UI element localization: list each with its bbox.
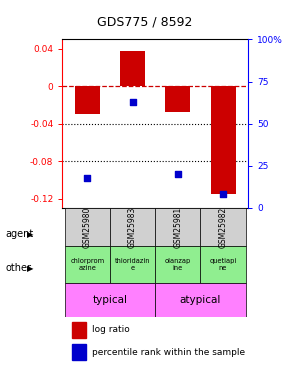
Text: GSM25982: GSM25982: [219, 207, 228, 248]
Text: GDS775 / 8592: GDS775 / 8592: [97, 15, 193, 28]
Bar: [72, 344, 86, 360]
Point: [175, 171, 180, 177]
Text: ▶: ▶: [27, 230, 34, 239]
Bar: [165, 86, 190, 112]
Bar: [211, 86, 235, 194]
Text: log ratio: log ratio: [92, 326, 130, 334]
Bar: [75, 86, 100, 114]
Text: olanzap
ine: olanzap ine: [165, 258, 191, 271]
Point: [221, 191, 225, 197]
Text: atypical: atypical: [180, 295, 221, 305]
Bar: [155, 283, 246, 317]
Point: [130, 99, 135, 105]
Bar: [72, 322, 86, 338]
Bar: [110, 208, 155, 246]
Text: percentile rank within the sample: percentile rank within the sample: [92, 348, 245, 357]
Bar: [200, 246, 246, 283]
Bar: [155, 208, 200, 246]
Bar: [200, 208, 246, 246]
Text: GSM25980: GSM25980: [83, 207, 92, 248]
Point: [85, 174, 90, 180]
Bar: [155, 246, 200, 283]
Text: quetiapi
ne: quetiapi ne: [209, 258, 237, 271]
Bar: [120, 51, 145, 86]
Text: ▶: ▶: [27, 264, 34, 273]
Bar: [65, 246, 110, 283]
Text: chlorprom
azine: chlorprom azine: [70, 258, 104, 271]
Text: other: other: [6, 263, 32, 273]
Text: GSM25983: GSM25983: [128, 207, 137, 248]
Bar: [110, 246, 155, 283]
Text: agent: agent: [6, 230, 34, 239]
Text: GSM25981: GSM25981: [173, 207, 182, 248]
Bar: [65, 208, 110, 246]
Text: thioridazin
e: thioridazin e: [115, 258, 150, 271]
Text: typical: typical: [93, 295, 127, 305]
Bar: [65, 283, 155, 317]
